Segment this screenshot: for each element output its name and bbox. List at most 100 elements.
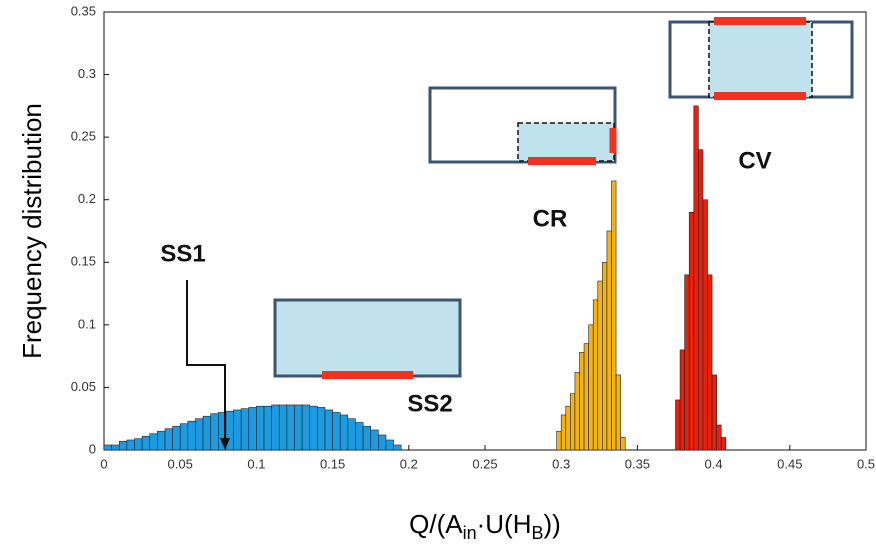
bar bbox=[118, 440, 128, 451]
x-axis-label: Q/(Ain·U(HB)) bbox=[409, 509, 561, 543]
y-tick-label: 0.1 bbox=[78, 316, 96, 331]
x-tick-label: 0.2 bbox=[400, 456, 418, 471]
bar bbox=[588, 324, 594, 451]
bar bbox=[698, 149, 704, 451]
x-tick-label: 0.5 bbox=[857, 456, 875, 471]
x-tick-label: 0.15 bbox=[320, 456, 345, 471]
y-tick-label: 0.25 bbox=[71, 129, 96, 144]
bar bbox=[385, 439, 394, 451]
cv-cavity bbox=[708, 21, 813, 98]
insets bbox=[273, 17, 854, 379]
bar bbox=[309, 405, 318, 451]
y-tick-label: 0 bbox=[89, 441, 96, 456]
bar bbox=[248, 407, 257, 451]
bar bbox=[675, 399, 681, 451]
bar bbox=[597, 280, 603, 451]
bar bbox=[707, 274, 713, 451]
bar bbox=[195, 418, 204, 451]
bar bbox=[332, 412, 341, 451]
bar bbox=[278, 404, 288, 451]
bar bbox=[202, 415, 211, 451]
bar bbox=[355, 422, 364, 451]
bar bbox=[620, 437, 626, 451]
y-tick-label: 0.3 bbox=[78, 66, 96, 81]
bar bbox=[157, 430, 166, 451]
series-label: CV bbox=[738, 147, 771, 174]
bar bbox=[702, 199, 708, 451]
annotation: SS2 bbox=[407, 390, 452, 417]
x-label-part: B bbox=[532, 523, 544, 543]
bar bbox=[126, 439, 135, 451]
series-label: SS1 bbox=[160, 240, 205, 267]
bar bbox=[134, 438, 143, 451]
x-tick-label: 0.3 bbox=[552, 456, 570, 471]
series-label: CR bbox=[533, 205, 568, 232]
x-label-part: Q/(A bbox=[409, 509, 463, 539]
x-tick-label: 0.45 bbox=[777, 456, 802, 471]
x-tick-label: 0.05 bbox=[168, 456, 193, 471]
bar bbox=[271, 404, 280, 451]
bar bbox=[149, 433, 158, 451]
bar bbox=[164, 428, 173, 451]
bar bbox=[301, 404, 311, 451]
x-label-part: )) bbox=[544, 509, 561, 539]
bar bbox=[103, 444, 112, 451]
y-axis-label: Frequency distribution bbox=[17, 103, 47, 359]
ss2-inset bbox=[273, 298, 462, 378]
bar bbox=[317, 407, 326, 451]
bar bbox=[240, 408, 250, 451]
bar bbox=[393, 444, 402, 451]
y-tick-label: 0.2 bbox=[78, 191, 96, 206]
bar bbox=[611, 180, 617, 451]
bar bbox=[574, 372, 580, 451]
x-tick-label: 0.1 bbox=[247, 456, 265, 471]
bar bbox=[579, 352, 585, 451]
bar bbox=[615, 374, 621, 451]
bar bbox=[606, 230, 612, 451]
bar bbox=[347, 418, 356, 451]
cr-cavity bbox=[517, 122, 615, 162]
x-label-part: ·U(H bbox=[477, 509, 532, 539]
x-tick-label: 0.35 bbox=[625, 456, 650, 471]
plot: 0 0.05 0.1 0.15 0.2 0.25 0.3 0.35 0 0.05 0.1 0.15 0.… bbox=[71, 3, 875, 471]
x-tick-label: 0.4 bbox=[705, 456, 723, 471]
bar bbox=[711, 374, 717, 451]
bar bbox=[592, 299, 599, 451]
bar bbox=[210, 413, 219, 451]
y-tick-label: 0.35 bbox=[71, 3, 96, 18]
bar bbox=[172, 425, 181, 451]
bar bbox=[583, 343, 589, 451]
bar bbox=[565, 405, 571, 451]
bar bbox=[556, 430, 562, 451]
bar bbox=[716, 424, 722, 451]
bar bbox=[294, 404, 303, 451]
bar bbox=[111, 444, 120, 451]
bar bbox=[187, 420, 196, 451]
bar bbox=[560, 414, 567, 451]
bar bbox=[693, 105, 699, 451]
arrow bbox=[186, 280, 226, 440]
bar bbox=[370, 429, 379, 451]
bar bbox=[286, 404, 295, 451]
x-tick-label: 0.25 bbox=[472, 456, 497, 471]
y-tick-label: 0.15 bbox=[71, 254, 96, 269]
y-tick-label: 0.05 bbox=[71, 379, 96, 394]
bar bbox=[378, 434, 387, 451]
bar bbox=[263, 405, 272, 451]
bar bbox=[256, 405, 265, 451]
bar bbox=[362, 425, 371, 451]
bar bbox=[570, 393, 576, 451]
bar bbox=[720, 437, 727, 451]
bar bbox=[233, 409, 242, 451]
bar bbox=[688, 211, 695, 451]
bar bbox=[179, 423, 189, 451]
cr-inset bbox=[428, 86, 617, 164]
bar bbox=[141, 435, 151, 451]
bar bbox=[324, 409, 333, 451]
arrow-head bbox=[220, 438, 230, 450]
x-label-part: in bbox=[463, 523, 477, 543]
x-tick-label: 0 bbox=[100, 456, 107, 471]
bar bbox=[339, 414, 349, 451]
bar bbox=[602, 261, 608, 451]
